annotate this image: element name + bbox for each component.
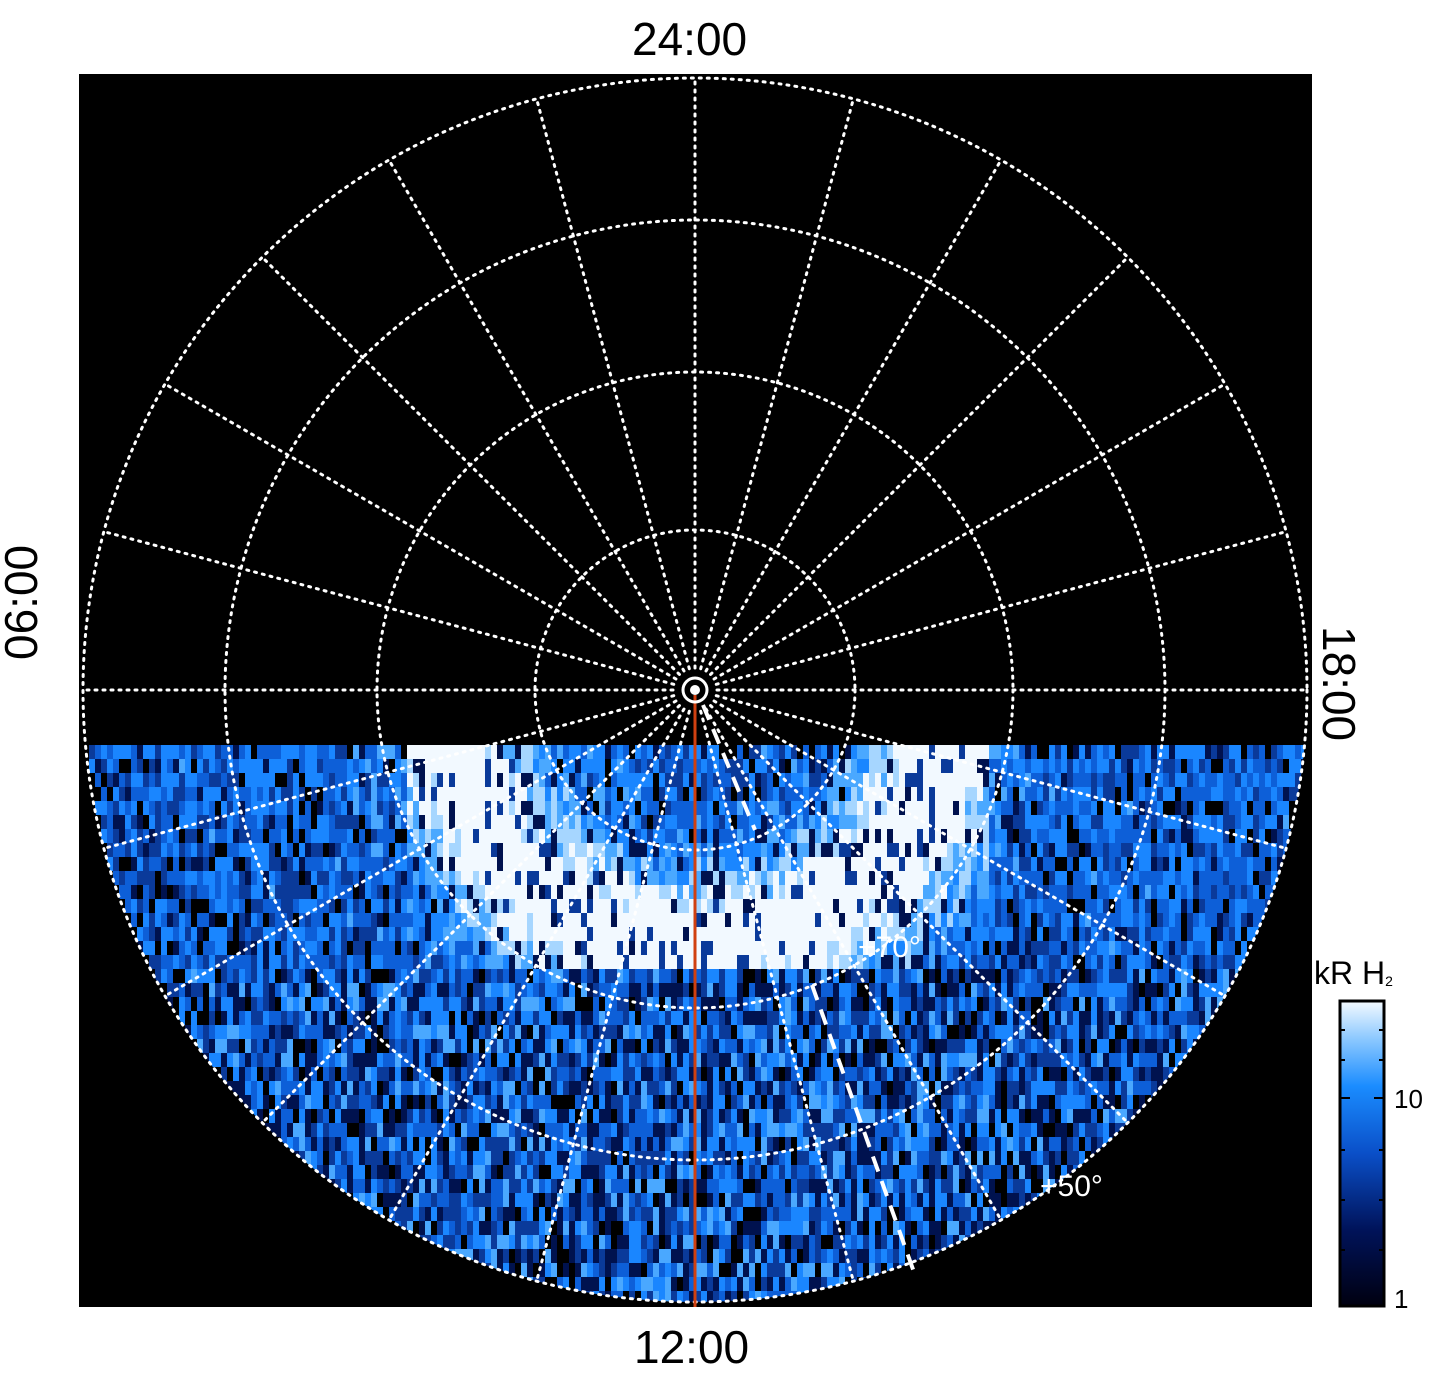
meridian-spoke [704,158,1003,673]
meridian-spoke [699,97,855,671]
meridian-spoke [535,709,691,1283]
meridian-spoke [387,707,686,1222]
meridian-spoke [704,707,1003,1222]
meridian-spoke [714,530,1288,686]
lat-lon-grid [81,76,1309,1304]
mlt-label-right: 18:00 [1313,626,1365,742]
meridian-spoke [535,97,691,671]
colorbar-tick-10: 10 [1394,1084,1423,1114]
colorbar-tick-1: 1 [1394,1284,1409,1314]
pole-marker [681,676,709,704]
mlt-label-top: 24:00 [632,13,748,65]
dashed-track-1 [701,704,757,831]
meridian-spoke [163,382,678,681]
meridian-spoke [709,704,1130,1125]
meridian-spoke [709,255,1130,676]
meridian-spoke [260,255,681,676]
mlt-label-left: 06:00 [0,544,47,660]
meridian-spoke [712,382,1227,681]
meridian-spoke [102,694,676,850]
meridian-spoke [260,704,681,1125]
meridian-spoke [387,158,686,673]
meridian-spoke [712,699,1227,998]
lat-label-50: +50° [1040,1170,1103,1203]
pole-dot [690,685,700,695]
meridian-spoke [714,694,1288,850]
colorbar-title: kR H2 [1314,955,1393,991]
meridian-spoke [163,699,678,998]
meridian-spoke [699,709,855,1283]
mlt-label-bottom: 12:00 [634,1321,750,1373]
lat-label-70: +70° [858,931,921,964]
colorbar-ticks [1340,1000,1384,1307]
meridian-spoke [102,530,676,686]
colorbar [1338,999,1386,1308]
